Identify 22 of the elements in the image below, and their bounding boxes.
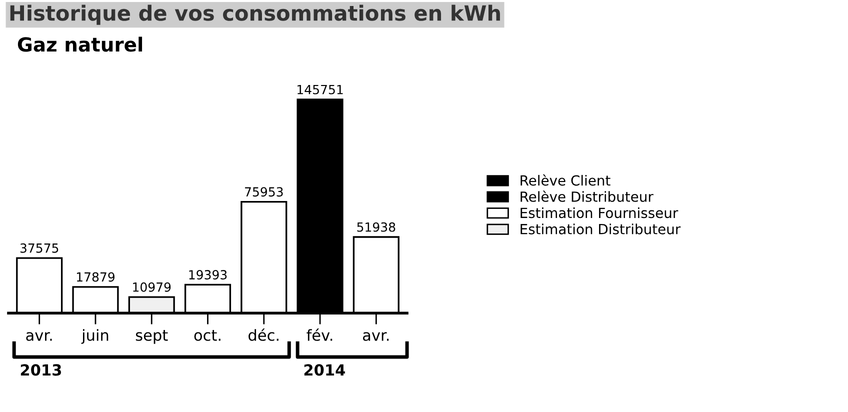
data-label: 19393 — [189, 270, 227, 280]
x-tick-label: sept — [136, 330, 168, 344]
x-tick-label: juin — [81, 329, 108, 344]
text: 2014 — [304, 364, 346, 376]
data-label: 17879 — [76, 272, 114, 282]
x-tick-label: déc. — [248, 328, 278, 341]
x-tick-label: fév. — [306, 328, 332, 341]
data-label: 75953 — [245, 187, 283, 197]
data-label: 51938 — [357, 222, 396, 232]
x-tick-label: avr. — [363, 332, 389, 341]
legend-label: Estimation Fournisseur — [520, 207, 678, 218]
x-tick-label: avr. — [26, 332, 52, 341]
legend-label: Relève Client — [520, 174, 610, 186]
data-label: 10979 — [133, 282, 171, 292]
data-label: 37575 — [20, 243, 58, 253]
legend-label: Relève Distributeur — [520, 190, 654, 202]
chart-subtitle: Gaz naturel — [18, 36, 142, 52]
legend-label: Estimation Distributeur — [520, 224, 681, 234]
text: 2013 — [20, 364, 62, 376]
data-label: 145751 — [298, 85, 343, 94]
chart-title: Historique de vos consommations en kWh — [10, 4, 500, 25]
x-tick-label: oct. — [194, 330, 220, 341]
